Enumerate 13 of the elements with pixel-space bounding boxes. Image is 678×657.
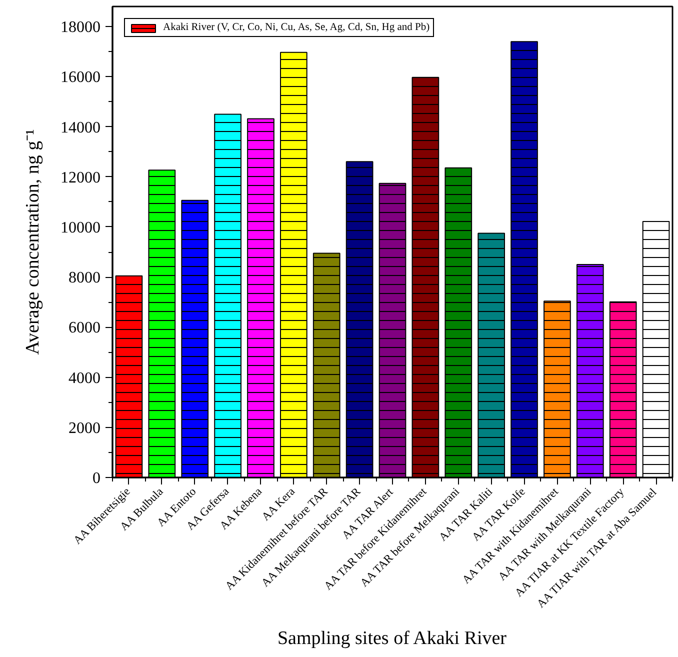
x-axis-title: Sampling sites of Akaki River [277,628,508,649]
y-tick-label: 12000 [60,169,100,186]
y-tick-label: 8000 [68,270,100,287]
y-tick-label: 10000 [60,219,100,236]
y-tick-label: 0 [92,470,100,487]
y-tick-label: 18000 [60,19,100,36]
y-tick-label: 4000 [68,370,100,387]
y-tick-label: 14000 [60,119,100,136]
legend-label: Akaki River (V, Cr, Co, Ni, Cu, As, Se, Ag, Cd, Sn, Hg and Pb) [163,22,430,33]
y-axis-title: Average concentration, ng g⁻¹ [22,128,44,355]
y-tick-label: 6000 [68,320,100,337]
y-tick-label: 2000 [68,420,100,437]
y-tick-label: 16000 [60,69,100,86]
